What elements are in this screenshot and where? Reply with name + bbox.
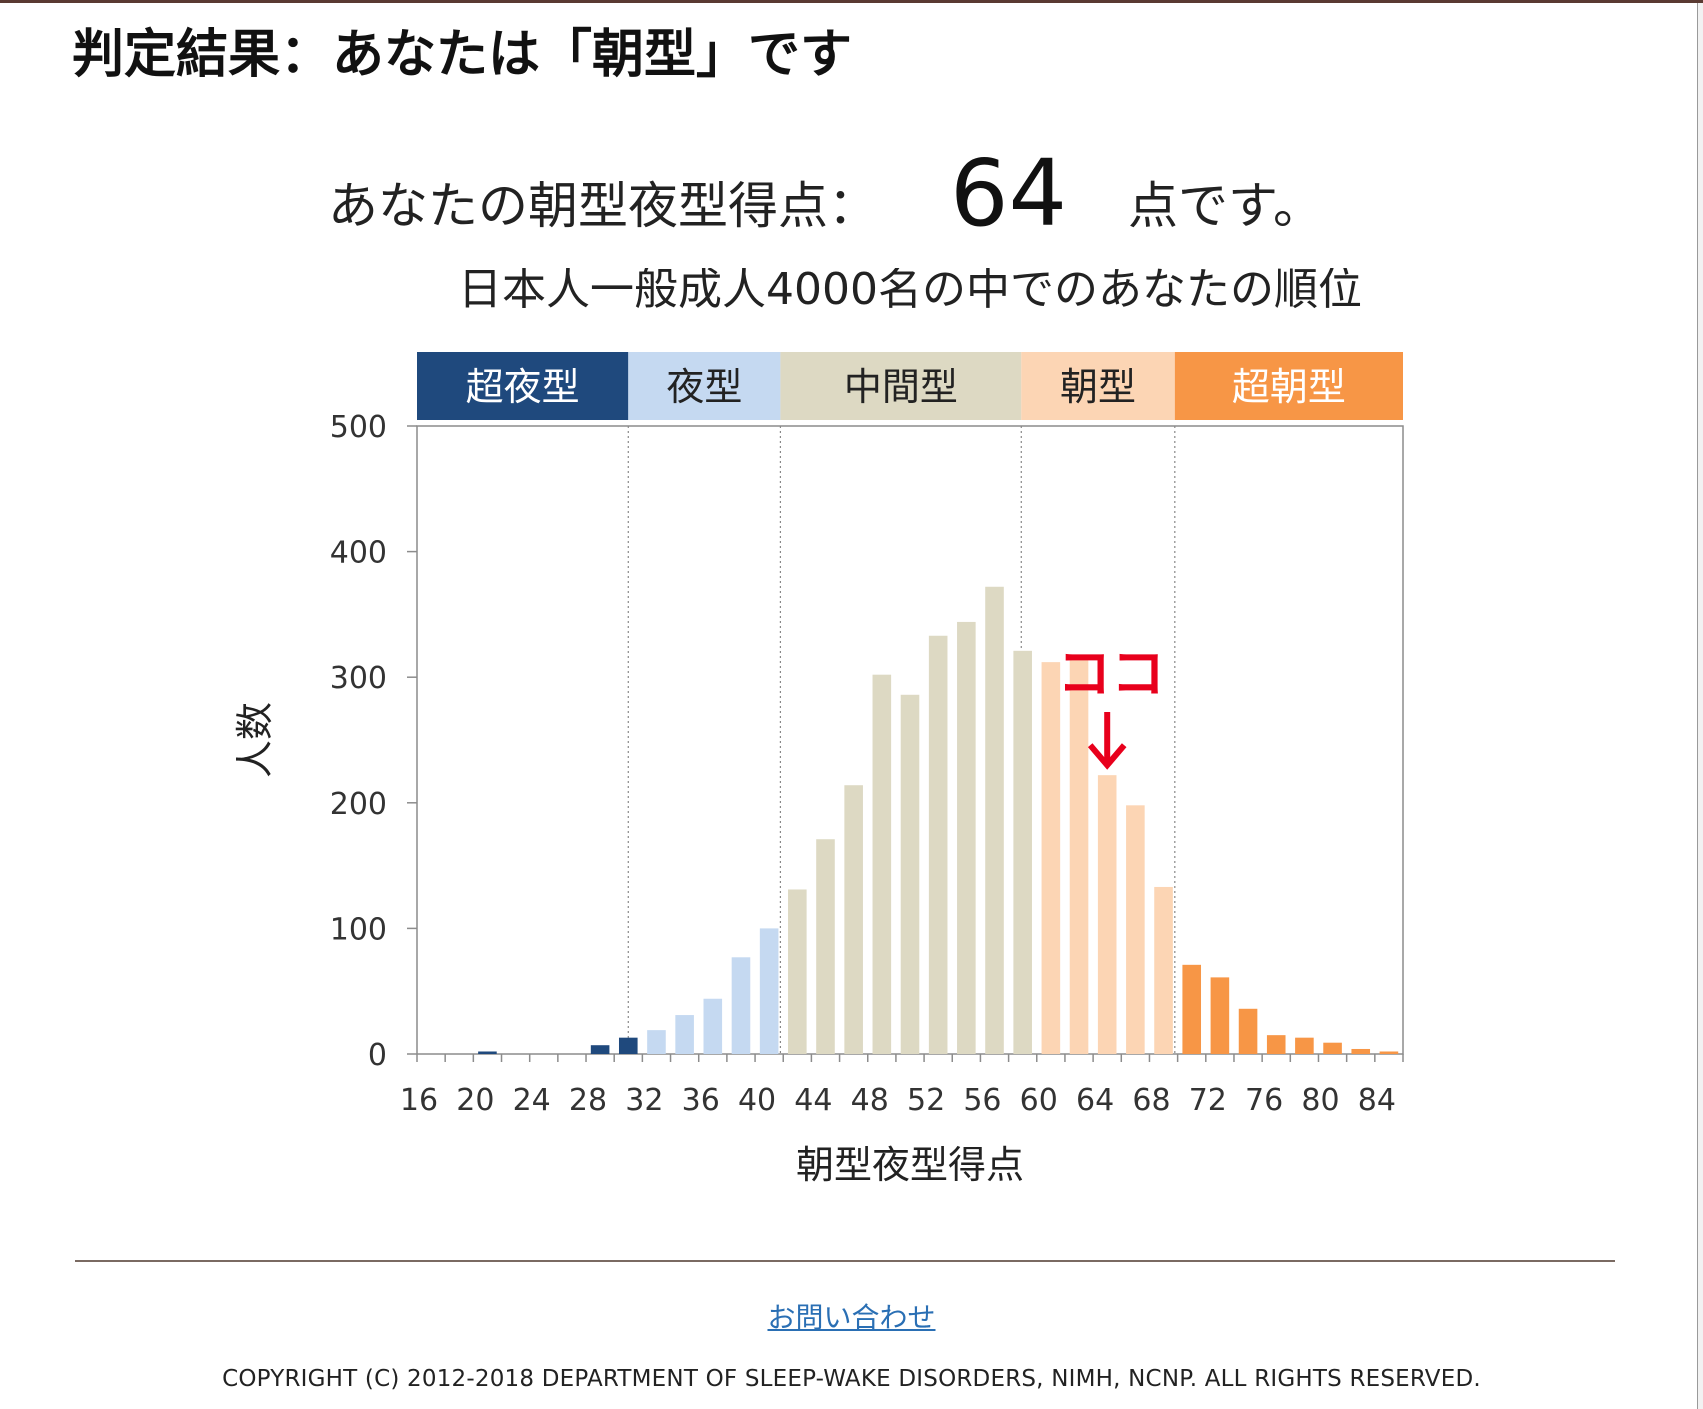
- x-tick-label-0: 16: [400, 1083, 438, 1118]
- y-tick-label-5: 500: [330, 410, 387, 445]
- y-tick-label-3: 300: [330, 661, 387, 696]
- bar-76: [1266, 1035, 1286, 1054]
- bar-62: [1069, 657, 1089, 1054]
- x-tick-label-3: 28: [569, 1083, 607, 1118]
- bar-54: [957, 621, 976, 1054]
- x-tick-label-15: 76: [1245, 1083, 1283, 1118]
- bar-48: [872, 674, 892, 1054]
- band-4: [1174, 352, 1403, 420]
- chart-title: 日本人一般成人4000名の中でのあなたの順位: [458, 268, 1362, 315]
- x-tick-label-11: 60: [1020, 1083, 1058, 1118]
- score-suffix: 点です。: [1128, 177, 1323, 235]
- chronotype-histogram: 日本人一般成人4000名の中でのあなたの順位超夜型 夜型 中間型 朝型 超朝型 0 100 2…: [220, 268, 1440, 1208]
- band-label-4: 超朝型: [1232, 365, 1346, 409]
- bar-52: [928, 635, 948, 1054]
- contact-link[interactable]: お問い合わせ: [767, 1301, 936, 1334]
- bar-38: [731, 957, 751, 1054]
- highlight-arrow-head: [1087, 743, 1127, 770]
- band-label-1: 夜型: [666, 365, 742, 409]
- bar-60: [1041, 662, 1061, 1054]
- top-border: [0, 0, 1703, 3]
- x-tick-label-16: 80: [1301, 1083, 1339, 1118]
- x-tick-label-2: 24: [513, 1083, 551, 1118]
- window-scroll-edge: [1697, 3, 1703, 1409]
- band-label-2: 中間型: [844, 365, 958, 409]
- bar-58: [1013, 650, 1032, 1054]
- x-tick-label-8: 48: [851, 1083, 889, 1118]
- y-tick-label-1: 100: [330, 912, 387, 947]
- x-axis-title: 朝型夜型得点: [796, 1143, 1024, 1187]
- x-tick-label-4: 32: [625, 1083, 663, 1118]
- bar-82: [1351, 1048, 1371, 1054]
- x-tick-label-5: 36: [682, 1083, 720, 1118]
- x-tick-label-9: 52: [907, 1083, 945, 1118]
- bar-20: [478, 1051, 497, 1054]
- band-0: [417, 352, 629, 420]
- x-tick-label-12: 64: [1076, 1083, 1114, 1118]
- band-2: [780, 352, 1022, 420]
- bar-72: [1210, 977, 1230, 1054]
- bar-80: [1323, 1042, 1342, 1054]
- bar-40: [759, 928, 779, 1054]
- bar-56: [985, 586, 1004, 1054]
- bar-44: [816, 839, 835, 1054]
- x-tick-label-1: 20: [456, 1083, 494, 1118]
- y-tick-label-0: 0: [368, 1038, 387, 1073]
- bar-50: [900, 694, 920, 1054]
- bar-64: [1097, 775, 1117, 1054]
- bar-42: [788, 889, 807, 1054]
- bar-74: [1238, 1008, 1258, 1054]
- x-tick-label-10: 56: [963, 1083, 1001, 1118]
- page-title: 判定結果：あなたは「朝型」です: [72, 25, 853, 85]
- bar-28: [590, 1045, 610, 1054]
- y-axis-title: 人数: [233, 702, 277, 778]
- band-3: [1021, 352, 1175, 420]
- bar-46: [844, 785, 863, 1054]
- bar-66: [1126, 805, 1145, 1054]
- x-tick-label-14: 72: [1189, 1083, 1227, 1118]
- bar-70: [1182, 964, 1202, 1054]
- y-tick-label-2: 200: [330, 787, 387, 822]
- x-tick-label-13: 68: [1132, 1083, 1170, 1118]
- band-1: [628, 352, 781, 420]
- bar-34: [675, 1015, 694, 1054]
- x-tick-label-6: 40: [738, 1083, 776, 1118]
- score-value: 64: [950, 140, 1068, 247]
- x-tick-label-7: 44: [794, 1083, 832, 1118]
- score-line: あなたの朝型夜型得点： 64 点です。: [328, 140, 1368, 250]
- y-tick-label-4: 400: [330, 536, 387, 571]
- bar-78: [1295, 1037, 1314, 1054]
- footer-divider: [75, 1260, 1615, 1262]
- score-label: あなたの朝型夜型得点：: [328, 177, 878, 235]
- band-label-0: 超夜型: [466, 365, 580, 409]
- copyright-notice: COPYRIGHT (C) 2012-2018 DEPARTMENT OF SL…: [222, 1366, 1481, 1392]
- band-label-3: 朝型: [1060, 365, 1136, 409]
- bar-30: [618, 1037, 638, 1054]
- bar-68: [1154, 886, 1173, 1054]
- highlight-label: ココ: [1057, 642, 1165, 705]
- bar-84: [1379, 1051, 1399, 1054]
- bar-36: [703, 998, 723, 1054]
- bar-32: [647, 1030, 666, 1054]
- x-tick-label-17: 84: [1358, 1083, 1396, 1118]
